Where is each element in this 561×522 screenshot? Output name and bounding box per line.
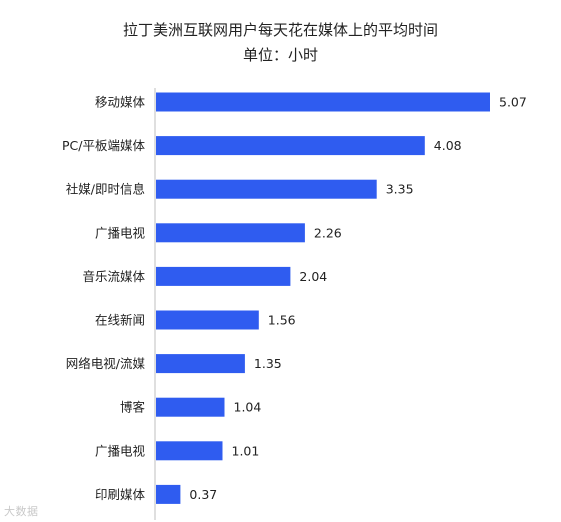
category-label: 博客 [120, 400, 146, 415]
category-label: 广播电视 [95, 443, 146, 458]
data-label: 1.04 [234, 400, 262, 415]
chart-subtitle: 单位：小时 [242, 46, 318, 64]
bar [156, 179, 377, 199]
data-label: 4.08 [434, 138, 462, 153]
bar [156, 397, 225, 417]
data-label: 2.04 [299, 269, 327, 284]
data-label: 1.35 [254, 356, 282, 371]
category-label: 移动媒体 [95, 95, 146, 110]
category-label: 网络电视/流媒 [66, 356, 146, 371]
bar [156, 92, 490, 112]
data-label: 0.37 [189, 487, 217, 502]
bar [156, 441, 223, 461]
category-label: PC/平板端媒体 [62, 138, 145, 153]
bar [156, 223, 305, 243]
bar [156, 484, 181, 504]
bar [156, 136, 425, 156]
category-label: 印刷媒体 [95, 487, 146, 502]
category-label: 在线新闻 [95, 313, 145, 328]
data-label: 1.56 [268, 313, 296, 328]
data-label: 3.35 [386, 182, 414, 197]
bar [156, 354, 245, 374]
data-label: 1.01 [232, 443, 260, 458]
bar [156, 310, 259, 330]
category-label: 社媒/即时信息 [66, 182, 145, 197]
bar [156, 266, 291, 286]
data-label: 2.26 [314, 225, 342, 240]
data-label: 5.07 [499, 95, 527, 110]
watermark-logo: 大数据 [4, 505, 39, 518]
category-label: 广播电视 [95, 225, 146, 240]
category-label: 音乐流媒体 [82, 269, 145, 284]
chart-title: 拉丁美洲互联网用户每天花在媒体上的平均时间 [122, 21, 438, 39]
